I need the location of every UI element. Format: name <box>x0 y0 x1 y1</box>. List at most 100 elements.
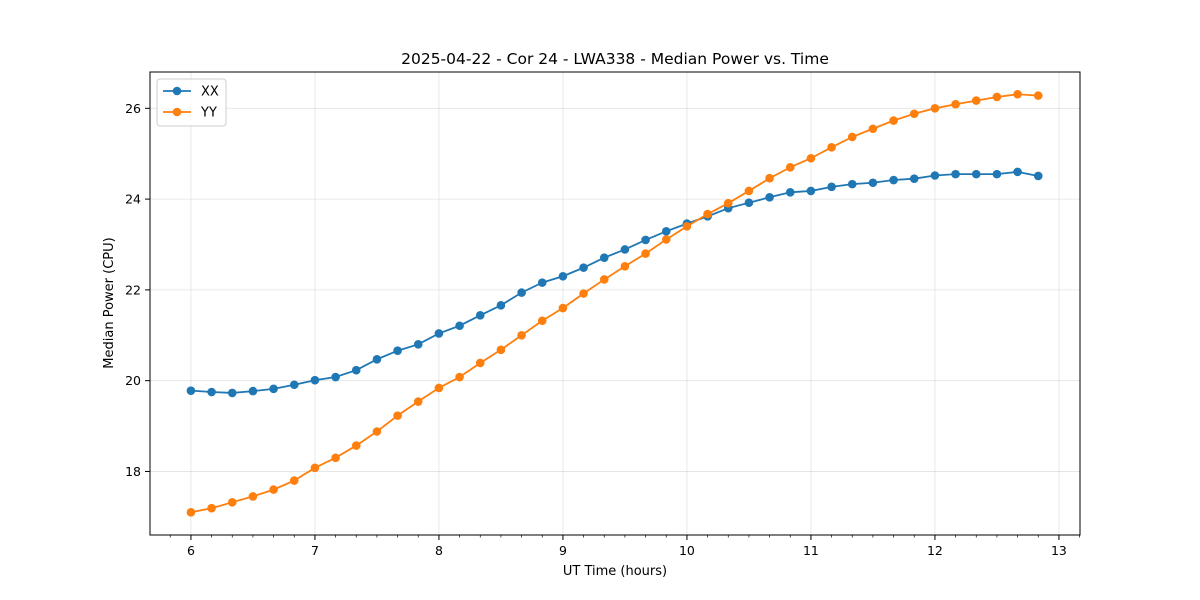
x-tick-label: 11 <box>803 543 819 558</box>
data-point-yy <box>971 96 981 105</box>
data-point-xx <box>889 175 898 185</box>
data-point-yy <box>1013 89 1022 99</box>
data-point-xx <box>806 186 816 196</box>
data-point-xx <box>909 174 919 183</box>
data-point-xx <box>641 235 650 245</box>
data-point-xx <box>971 169 981 179</box>
data-point-yy <box>744 186 754 196</box>
data-point-yy <box>930 104 940 113</box>
x-tick-label: 8 <box>435 543 443 558</box>
data-point-yy <box>806 153 816 163</box>
data-point-yy <box>227 498 237 507</box>
legend: XX YY <box>156 78 227 127</box>
data-point-xx <box>455 321 464 331</box>
x-axis-label: UT Time (hours) <box>563 564 667 579</box>
data-point-yy <box>517 330 526 340</box>
data-point-yy <box>868 124 878 134</box>
data-point-xx <box>227 388 237 398</box>
data-point-yy <box>599 275 609 284</box>
data-point-xx <box>496 301 506 310</box>
y-tick-label: 24 <box>125 192 141 207</box>
data-point-xx <box>393 346 402 356</box>
data-point-xx <box>868 178 878 188</box>
data-point-xx <box>765 192 774 202</box>
data-point-yy <box>413 397 423 406</box>
data-point-xx <box>827 182 836 192</box>
data-point-yy <box>372 427 382 436</box>
legend-marker <box>172 107 182 117</box>
data-point-yy <box>1033 91 1043 100</box>
data-point-yy <box>703 209 712 219</box>
chart-title: 2025-04-22 - Cor 24 - LWA338 - Median Po… <box>401 50 829 68</box>
x-tick-label: 9 <box>559 543 567 558</box>
series-layer <box>186 89 1043 517</box>
data-point-xx <box>372 355 382 364</box>
data-point-yy <box>248 492 258 501</box>
data-point-yy <box>393 411 402 420</box>
data-point-yy <box>723 198 733 208</box>
data-point-xx <box>930 171 940 180</box>
x-tick-label: 6 <box>187 543 195 558</box>
data-point-yy <box>641 249 650 258</box>
data-point-yy <box>827 143 836 152</box>
data-point-xx <box>537 278 547 287</box>
x-tick-label: 13 <box>1051 543 1067 558</box>
data-point-yy <box>475 358 485 368</box>
y-tick-label: 18 <box>125 464 141 479</box>
data-point-yy <box>889 116 898 125</box>
data-point-xx <box>1033 171 1043 181</box>
data-point-xx <box>269 384 278 394</box>
data-point-yy <box>847 132 857 142</box>
x-tick-label: 12 <box>927 543 943 558</box>
data-point-yy <box>269 485 278 494</box>
data-point-yy <box>289 476 299 485</box>
data-point-yy <box>951 99 960 109</box>
data-point-yy <box>992 92 1002 102</box>
data-point-yy <box>785 163 795 172</box>
data-point-xx <box>475 311 485 320</box>
data-point-yy <box>661 235 671 244</box>
y-tick-label: 26 <box>125 101 141 116</box>
x-tick-label: 10 <box>679 543 695 558</box>
data-point-yy <box>579 289 588 298</box>
data-point-yy <box>351 441 361 450</box>
data-point-yy <box>909 109 919 119</box>
data-point-xx <box>951 169 960 179</box>
data-point-yy <box>620 261 630 271</box>
data-point-xx <box>207 387 216 397</box>
data-point-xx <box>289 380 299 390</box>
data-point-xx <box>558 271 568 281</box>
data-point-yy <box>310 463 320 473</box>
data-point-xx <box>1013 167 1022 177</box>
legend-marker <box>172 86 182 96</box>
data-point-xx <box>785 187 795 197</box>
data-point-yy <box>558 303 568 313</box>
legend-label: XX <box>201 85 219 100</box>
x-tick-label: 7 <box>311 543 319 558</box>
data-point-xx <box>620 245 630 254</box>
data-point-yy <box>682 222 692 231</box>
data-point-xx <box>744 198 754 208</box>
data-point-xx <box>186 386 196 395</box>
data-point-xx <box>992 169 1002 179</box>
data-point-xx <box>847 179 857 189</box>
grid <box>150 72 1080 535</box>
data-point-xx <box>661 227 671 236</box>
data-point-xx <box>599 253 609 262</box>
data-point-xx <box>248 386 258 396</box>
data-point-xx <box>434 329 444 338</box>
data-point-xx <box>579 263 588 272</box>
data-point-xx <box>517 288 526 297</box>
y-axis-label: Median Power (CPU) <box>102 237 117 368</box>
data-point-yy <box>496 345 506 355</box>
data-point-yy <box>537 316 547 326</box>
data-point-yy <box>765 173 774 183</box>
y-tick-label: 20 <box>125 373 141 388</box>
y-tick-label: 22 <box>125 282 141 297</box>
axis-ticks: 6 7 8 9 10 11 12 13 18 20 22 24 26 <box>125 101 1080 558</box>
data-point-yy <box>207 503 216 513</box>
data-point-xx <box>413 340 423 349</box>
data-point-yy <box>186 508 196 517</box>
data-point-yy <box>455 372 464 382</box>
